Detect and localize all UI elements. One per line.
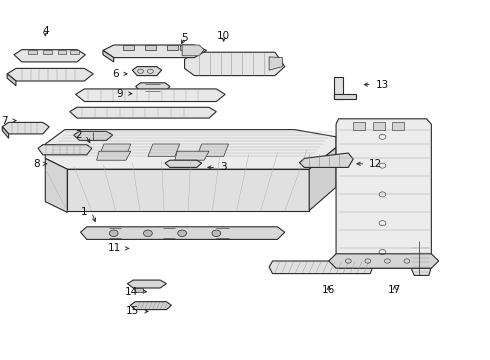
Polygon shape bbox=[334, 94, 356, 99]
Polygon shape bbox=[269, 261, 373, 274]
Text: 10: 10 bbox=[217, 31, 230, 41]
Polygon shape bbox=[185, 52, 285, 76]
Polygon shape bbox=[45, 130, 336, 169]
Polygon shape bbox=[97, 151, 131, 160]
Polygon shape bbox=[80, 227, 285, 239]
Polygon shape bbox=[175, 151, 209, 160]
Bar bbox=[353, 122, 366, 130]
Polygon shape bbox=[7, 74, 16, 86]
Text: 13: 13 bbox=[376, 80, 389, 90]
Text: 9: 9 bbox=[117, 89, 123, 99]
Polygon shape bbox=[136, 83, 170, 92]
Polygon shape bbox=[103, 50, 114, 62]
Polygon shape bbox=[38, 145, 92, 155]
Polygon shape bbox=[67, 169, 309, 211]
Text: 5: 5 bbox=[181, 33, 188, 43]
Polygon shape bbox=[130, 302, 172, 310]
Polygon shape bbox=[103, 45, 207, 58]
Polygon shape bbox=[75, 89, 225, 102]
Text: 17: 17 bbox=[388, 285, 401, 295]
Polygon shape bbox=[7, 68, 93, 81]
Polygon shape bbox=[309, 148, 336, 211]
Polygon shape bbox=[28, 50, 37, 54]
Polygon shape bbox=[133, 288, 143, 292]
Polygon shape bbox=[123, 45, 134, 50]
Circle shape bbox=[144, 230, 152, 237]
Polygon shape bbox=[180, 45, 191, 50]
Bar bbox=[392, 122, 404, 130]
Polygon shape bbox=[299, 153, 353, 167]
Polygon shape bbox=[2, 127, 9, 138]
Bar bbox=[373, 122, 385, 130]
Text: 11: 11 bbox=[108, 243, 122, 253]
Text: 1: 1 bbox=[81, 207, 88, 217]
Polygon shape bbox=[412, 241, 430, 275]
Polygon shape bbox=[148, 144, 180, 157]
Polygon shape bbox=[165, 160, 202, 167]
Polygon shape bbox=[329, 254, 439, 268]
Polygon shape bbox=[45, 158, 67, 212]
Polygon shape bbox=[336, 119, 431, 268]
Polygon shape bbox=[57, 50, 66, 54]
Text: 2: 2 bbox=[75, 130, 81, 140]
Polygon shape bbox=[70, 107, 216, 118]
Polygon shape bbox=[197, 144, 228, 157]
Text: 3: 3 bbox=[220, 162, 227, 172]
Polygon shape bbox=[70, 50, 78, 54]
Text: 16: 16 bbox=[322, 285, 335, 295]
Polygon shape bbox=[146, 45, 156, 50]
Polygon shape bbox=[14, 50, 85, 62]
Text: 15: 15 bbox=[126, 306, 139, 316]
Text: 4: 4 bbox=[42, 26, 49, 36]
Polygon shape bbox=[269, 57, 282, 70]
Text: 7: 7 bbox=[1, 116, 8, 126]
Text: 14: 14 bbox=[125, 287, 138, 297]
Circle shape bbox=[212, 230, 220, 237]
Text: 6: 6 bbox=[112, 69, 119, 79]
Polygon shape bbox=[43, 50, 51, 54]
Polygon shape bbox=[334, 77, 343, 99]
Polygon shape bbox=[182, 45, 204, 56]
Text: 8: 8 bbox=[33, 159, 39, 169]
Polygon shape bbox=[99, 144, 131, 157]
Polygon shape bbox=[2, 122, 49, 134]
Circle shape bbox=[178, 230, 187, 237]
Text: 12: 12 bbox=[369, 159, 383, 169]
Polygon shape bbox=[74, 131, 113, 140]
Polygon shape bbox=[132, 67, 162, 76]
Polygon shape bbox=[168, 45, 178, 50]
Circle shape bbox=[109, 230, 118, 237]
Polygon shape bbox=[127, 280, 167, 288]
